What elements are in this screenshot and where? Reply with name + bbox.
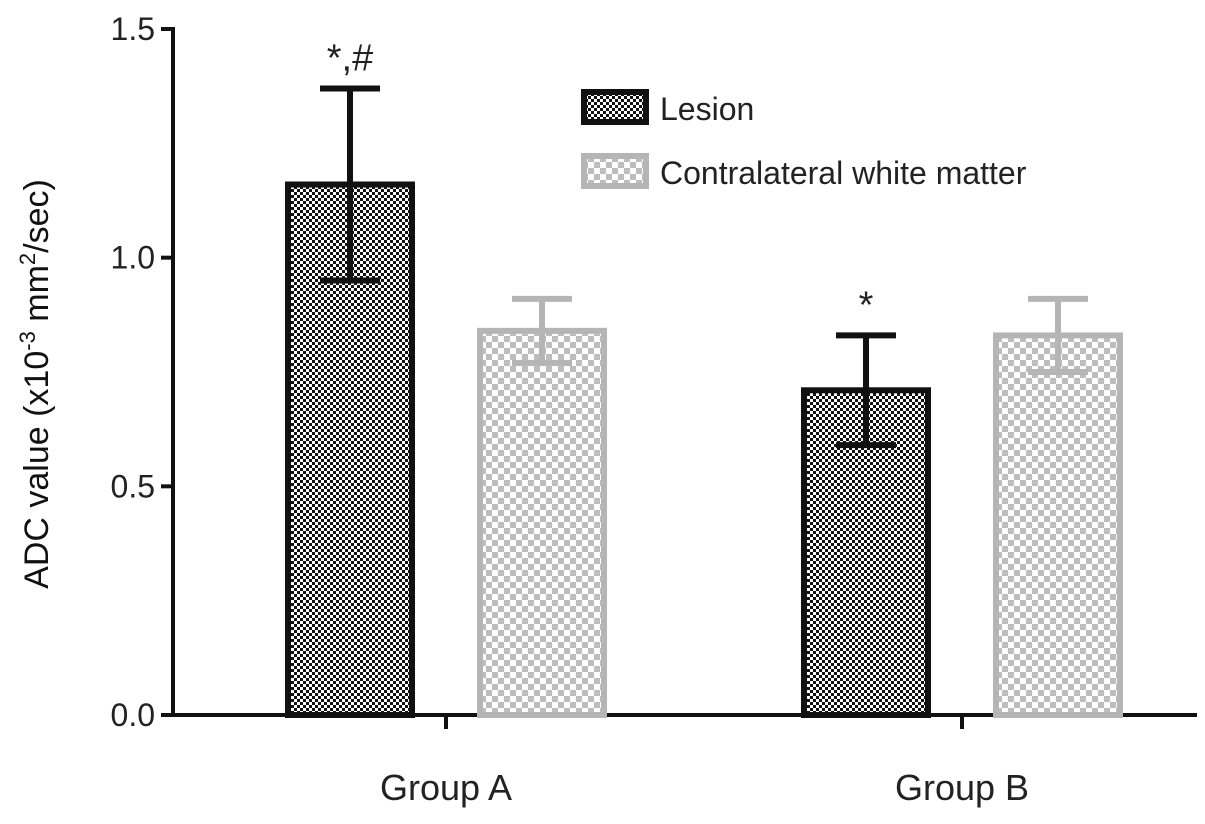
x-tick-label: Group B bbox=[895, 767, 1029, 808]
bars bbox=[285, 181, 1123, 718]
y-axis-label-unit: mm bbox=[18, 265, 56, 331]
y-axis-label: ADC value (x10-3 mm2/sec) bbox=[15, 179, 56, 589]
bar-contralateral bbox=[477, 327, 607, 718]
y-axis-label-exponent: -3 bbox=[15, 331, 40, 351]
y-tick-label: 0.0 bbox=[111, 697, 155, 733]
significance-marker: * bbox=[859, 284, 874, 326]
y-tick-label: 1.0 bbox=[111, 240, 155, 276]
y-tick-label: 1.5 bbox=[111, 11, 155, 47]
y-axis-label-unit-exponent: 2 bbox=[15, 253, 40, 265]
legend-label: Contralateral white matter bbox=[660, 155, 1027, 191]
x-tick-label: Group A bbox=[380, 767, 512, 808]
y-axis-label-end: /sec) bbox=[18, 179, 56, 253]
error-bars bbox=[320, 85, 1088, 449]
y-axis-label-main: ADC value (x10 bbox=[18, 351, 56, 589]
significance-marker: *,# bbox=[327, 37, 373, 79]
legend-swatch bbox=[581, 153, 649, 189]
significance-annotations: *,# * bbox=[327, 37, 874, 326]
bar-contralateral bbox=[993, 332, 1123, 718]
legend-swatch bbox=[581, 89, 649, 125]
legend: Lesion Contralateral white matter bbox=[581, 89, 1027, 191]
legend-label: Lesion bbox=[660, 91, 754, 127]
y-tick-label: 0.5 bbox=[111, 468, 155, 504]
